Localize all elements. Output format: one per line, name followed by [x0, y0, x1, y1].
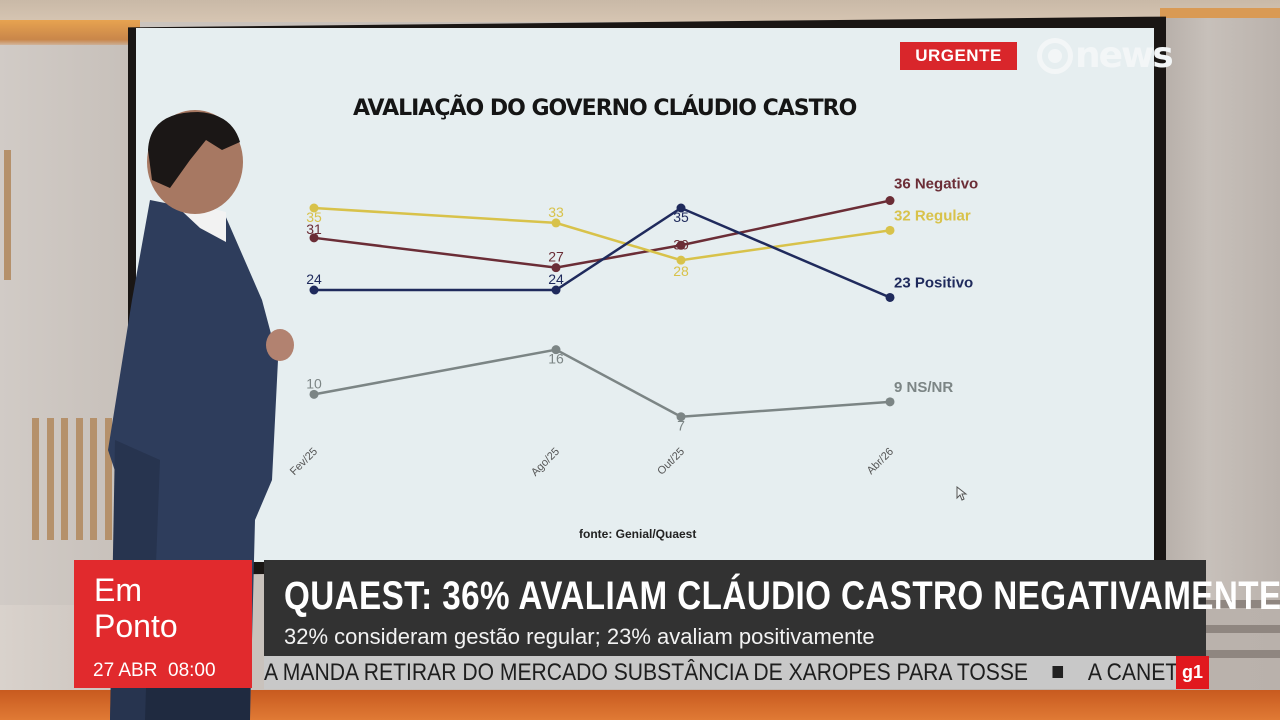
- data-label: 28: [673, 263, 689, 279]
- x-tick-label: Abr/26: [865, 446, 896, 477]
- display-screen: [136, 28, 1154, 562]
- wall-panel-right: [1160, 18, 1280, 608]
- channel-logo-text: news: [1075, 35, 1174, 76]
- wall-slat: [76, 418, 83, 540]
- data-label: 33: [548, 204, 564, 220]
- data-point: [676, 412, 686, 422]
- data-point: [676, 240, 686, 250]
- data-point: [885, 225, 895, 235]
- ticker-item: A MANDA RETIRAR DO MERCADO SUBSTÂNCIA DE…: [264, 659, 1029, 686]
- headline-banner: QUAEST: 36% AVALIAM CLÁUDIO CASTRO NEGAT…: [264, 560, 1280, 656]
- data-label: 10: [306, 375, 322, 391]
- data-point: [885, 397, 895, 407]
- end-label: 36 Negativo: [894, 176, 978, 193]
- data-label: 24: [306, 271, 322, 287]
- globo-icon: [1037, 38, 1073, 74]
- mouse-cursor-icon: [956, 486, 968, 501]
- data-label: 35: [673, 209, 689, 225]
- wall-slat: [47, 418, 54, 540]
- series-nsnr: 10 16 7 9 NS/NR: [306, 345, 953, 434]
- data-label: 31: [306, 221, 322, 237]
- data-label: 35: [306, 209, 322, 225]
- program-date: 27 ABR: [93, 660, 158, 681]
- end-label: 23 Positivo: [894, 274, 973, 291]
- x-tick-label: Ago/25: [529, 446, 562, 479]
- data-label: 30: [673, 236, 689, 252]
- shelf: [1200, 625, 1280, 633]
- data-point: [551, 263, 561, 273]
- data-label: 27: [548, 249, 564, 265]
- channel-logo: news: [1037, 35, 1174, 76]
- program-name-line1: Em: [94, 572, 142, 608]
- data-point: [885, 196, 895, 206]
- series-regular: 35 33 28 32 Regular: [306, 203, 971, 279]
- series-negativo: 31 27 30 36 Negativo: [306, 176, 978, 273]
- program-name-line2: Ponto: [94, 608, 178, 644]
- data-point: [309, 203, 319, 213]
- subheadline: 32% consideram gestão regular; 23% avali…: [284, 624, 875, 649]
- wall-slat: [4, 150, 11, 280]
- program-name: Em Ponto: [94, 572, 178, 644]
- data-point: [551, 218, 561, 228]
- ambient-light: [0, 20, 140, 48]
- ticker-separator-icon: [1052, 666, 1064, 679]
- data-point: [309, 233, 319, 243]
- data-point: [676, 203, 686, 213]
- wall-slat: [32, 418, 39, 540]
- data-label: 16: [548, 351, 564, 367]
- ticker-text: A MANDA RETIRAR DO MERCADO SUBSTÂNCIA DE…: [264, 659, 1206, 687]
- data-label: 24: [548, 271, 564, 287]
- g1-logo: g1: [1176, 656, 1209, 689]
- ceiling-beam: [0, 0, 1280, 22]
- data-point: [885, 292, 895, 302]
- wall-slat: [61, 418, 68, 540]
- news-ticker: A MANDA RETIRAR DO MERCADO SUBSTÂNCIA DE…: [264, 656, 1206, 689]
- shelf: [1200, 650, 1280, 658]
- urgent-badge: URGENTE: [900, 42, 1017, 70]
- ambient-light: [1160, 8, 1280, 20]
- x-tick-label: Out/25: [655, 446, 687, 478]
- shelf: [1200, 600, 1280, 608]
- end-label: 32 Regular: [894, 207, 971, 224]
- wall-slat: [90, 418, 97, 540]
- chart-source: fonte: Genial/Quaest: [579, 527, 697, 541]
- data-point: [551, 285, 561, 295]
- x-axis: Fev/25 Ago/25 Out/25 Abr/26: [288, 446, 896, 479]
- program-datetime: 27 ABR 08:00: [93, 660, 216, 682]
- data-point: [551, 345, 561, 355]
- chart-title: AVALIAÇÃO DO GOVERNO CLÁUDIO CASTRO: [353, 96, 857, 121]
- end-label: 9 NS/NR: [894, 379, 953, 396]
- data-point: [676, 255, 686, 265]
- series-positivo: 24 24 35 23 Positivo: [306, 203, 973, 302]
- headline: QUAEST: 36% AVALIAM CLÁUDIO CASTRO NEGAT…: [284, 574, 1280, 618]
- data-label: 7: [677, 418, 685, 434]
- data-point: [309, 285, 319, 295]
- data-point: [309, 389, 319, 399]
- program-time: 08:00: [168, 660, 216, 681]
- wall-slat: [105, 418, 112, 540]
- program-badge: Em Ponto 27 ABR 08:00: [74, 560, 252, 688]
